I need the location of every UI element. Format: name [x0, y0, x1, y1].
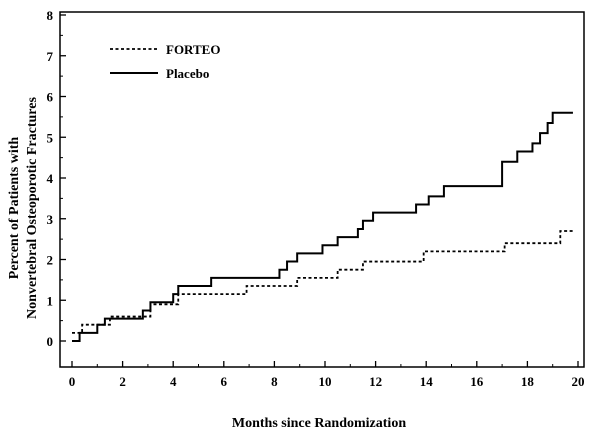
y-tick-label: 7: [47, 49, 54, 64]
x-tick-label: 16: [470, 374, 484, 389]
series-forteo-line: [72, 230, 573, 334]
x-axis: 0 2 4 6 8 10 12 14 16 18 20: [69, 361, 585, 389]
legend-label-forteo: FORTEO: [166, 42, 220, 57]
y-tick-label: 1: [47, 293, 54, 308]
x-axis-title: Months since Randomization: [232, 416, 406, 431]
y-tick-label: 6: [47, 90, 54, 105]
series-layer: [72, 111, 573, 342]
x-tick-label: 12: [369, 374, 382, 389]
y-axis-title-line-2: Nonvertebral Osteoporotic Fractures: [25, 97, 40, 319]
y-tick-label: 4: [47, 171, 54, 186]
y-tick-label: 0: [47, 334, 54, 349]
legend: FORTEO Placebo: [110, 42, 220, 81]
x-tick-label: 18: [521, 374, 535, 389]
plot-frame: [59, 11, 585, 368]
series-placebo-line: [72, 111, 573, 342]
x-tick-label: 8: [271, 374, 278, 389]
y-tick-label: 3: [47, 212, 54, 227]
y-tick-label: 2: [47, 253, 54, 268]
y-tick-label: 5: [47, 130, 54, 145]
x-tick-label: 0: [69, 374, 76, 389]
x-tick-label: 4: [170, 374, 177, 389]
x-tick-label: 14: [420, 374, 434, 389]
x-tick-label: 20: [572, 374, 585, 389]
y-axis-title: Percent of Patients with Nonvertebral Os…: [7, 97, 40, 319]
y-tick-label: 8: [47, 8, 54, 23]
y-axis: 0 1 2 3 4 5 6 7 8: [47, 8, 66, 349]
x-tick-label: 2: [119, 374, 126, 389]
x-tick-label: 10: [319, 374, 332, 389]
x-tick-label: 6: [221, 374, 228, 389]
legend-label-placebo: Placebo: [166, 66, 209, 81]
y-axis-title-line-1: Percent of Patients with: [7, 137, 22, 280]
